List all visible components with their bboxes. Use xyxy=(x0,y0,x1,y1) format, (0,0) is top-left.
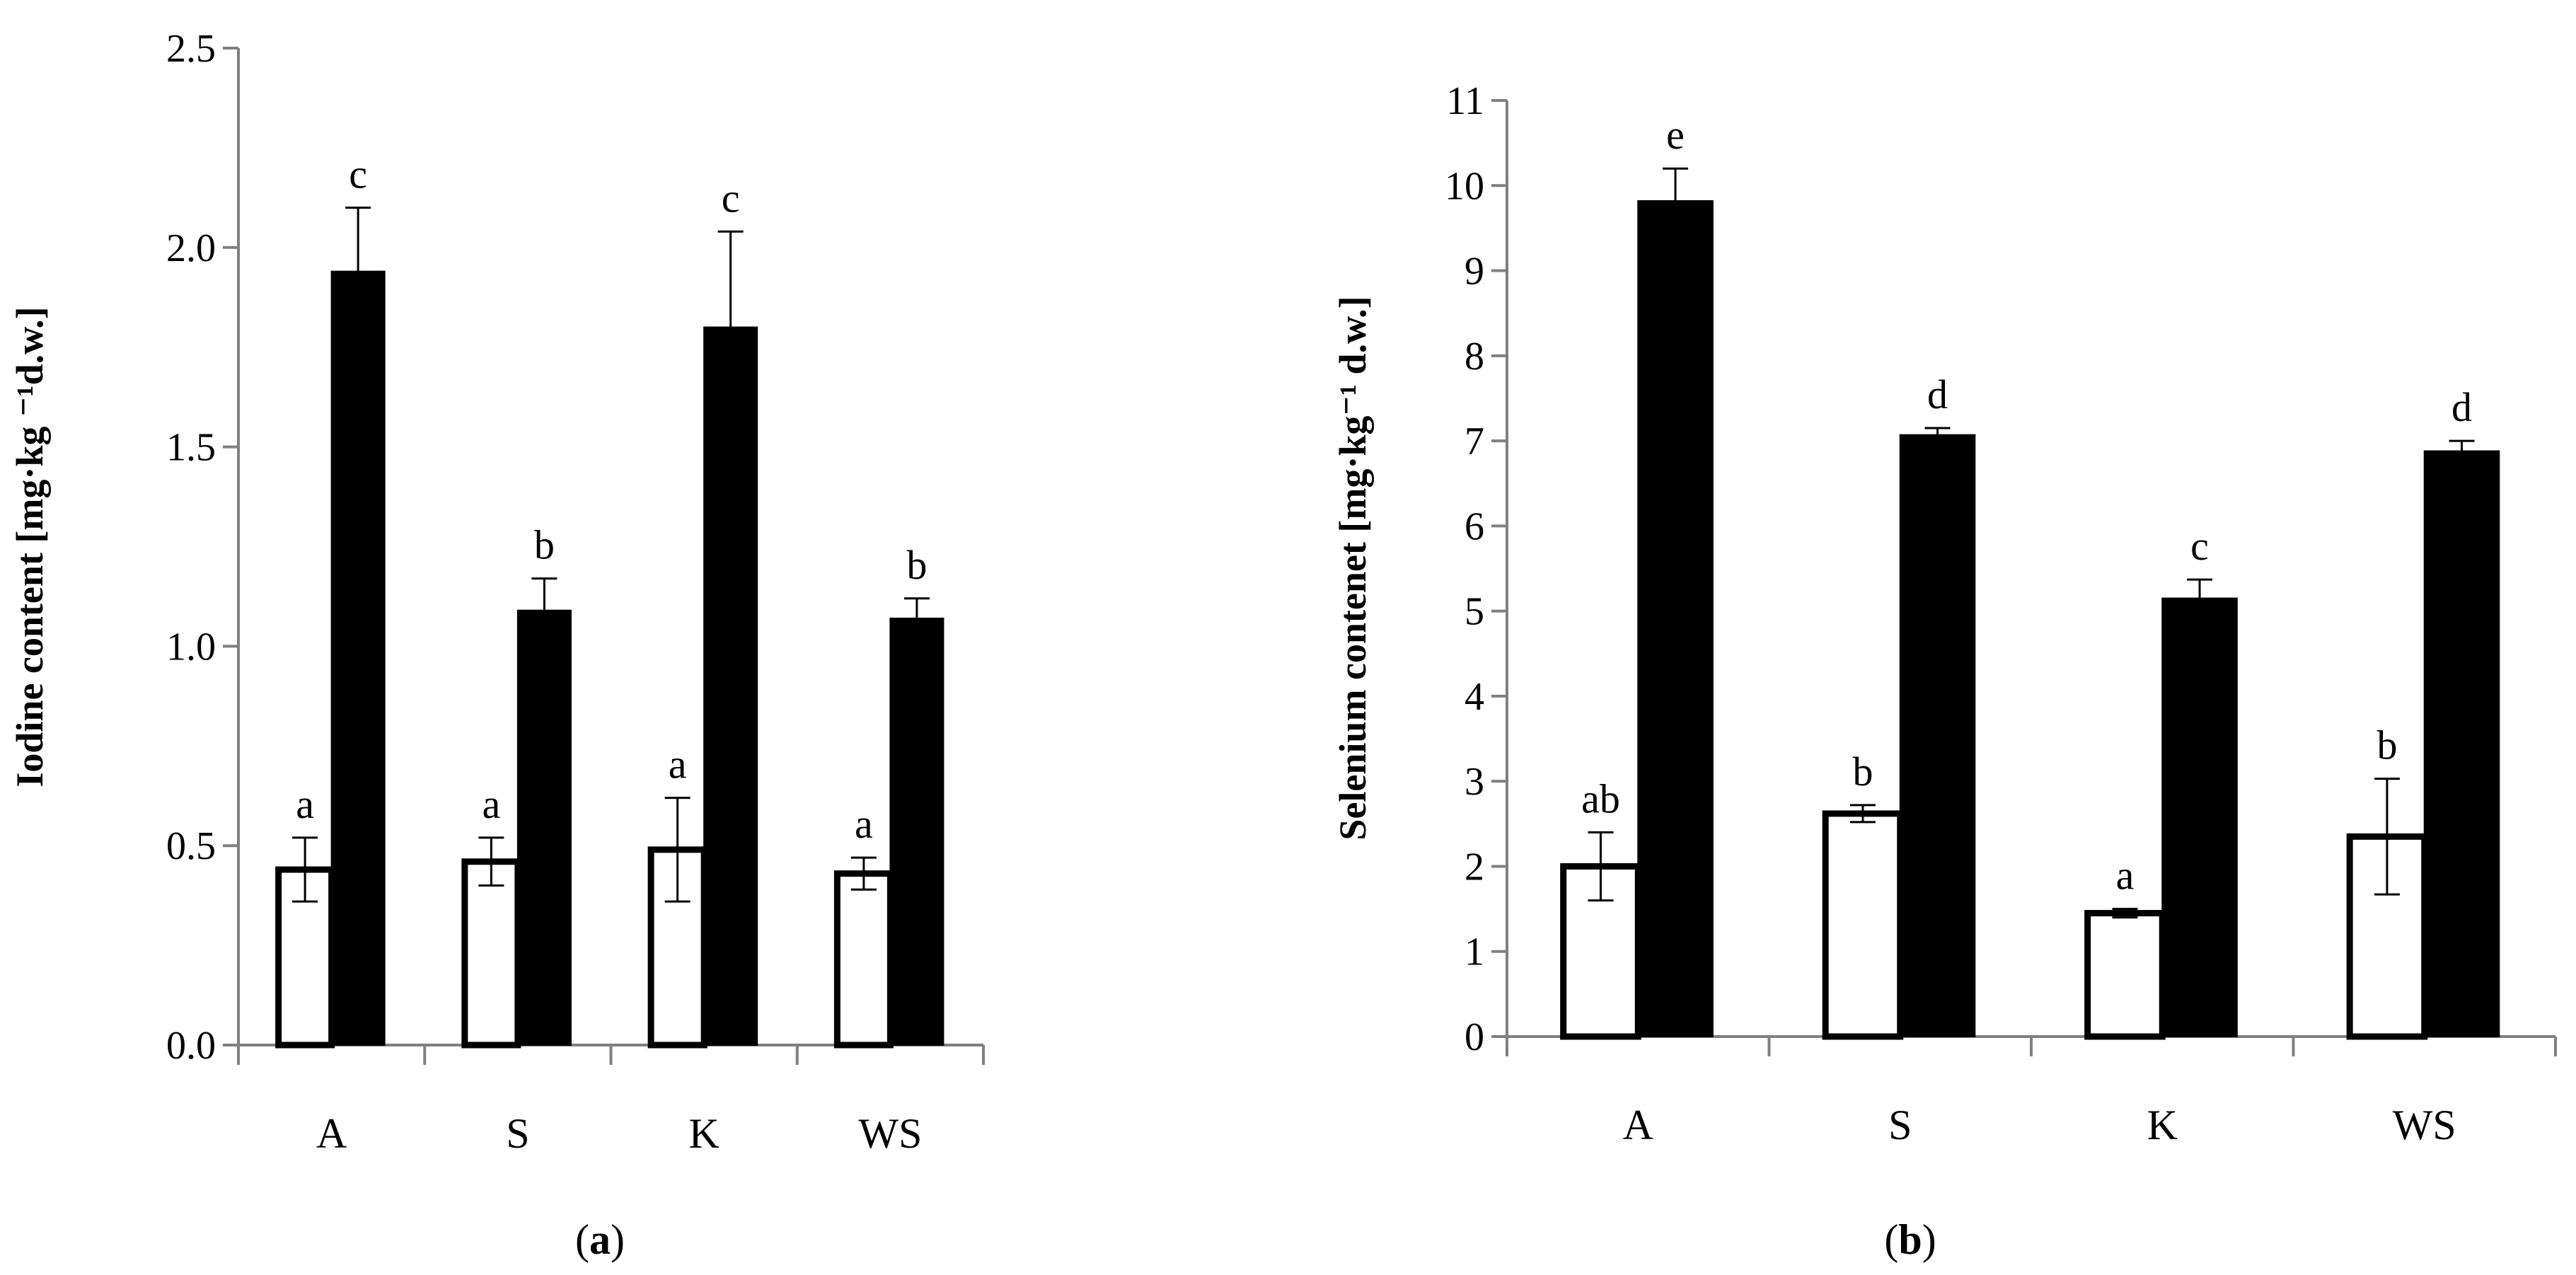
bar-treated xyxy=(889,617,945,1046)
y-tick-label: 9 xyxy=(1465,250,1484,294)
x-category-label: WS xyxy=(2393,1102,2456,1148)
y-tick-label: 0 xyxy=(1465,1015,1484,1059)
bar-treated xyxy=(1899,434,1976,1037)
y-tick-label: 1.0 xyxy=(166,625,216,669)
bar-control xyxy=(1822,810,1904,1040)
y-tick-label: 2.5 xyxy=(166,27,216,71)
y-tick-label: 1 xyxy=(1465,930,1484,974)
significance-letter-control: a xyxy=(855,801,873,847)
y-axis-title: Iodine content [mg·kg ⁻¹d.w.] xyxy=(8,306,51,787)
bar-control xyxy=(833,870,894,1049)
bar-control xyxy=(461,858,521,1049)
x-category-label: K xyxy=(2147,1102,2178,1148)
significance-letter-control: a xyxy=(482,781,500,827)
y-tick-label: 11 xyxy=(1446,79,1484,123)
y-tick-label: 10 xyxy=(1445,164,1484,208)
significance-letter-control: a xyxy=(669,742,687,788)
y-tick-label: 5 xyxy=(1465,590,1484,634)
significance-letter-treated: d xyxy=(2451,384,2472,430)
chart-panel-b: 0 1 2 3 4 5 6 7 8 9 10 11 Aab e Sb d Ka c WS b d Selenium con… xyxy=(1332,79,2557,1263)
y-tick-label: 2 xyxy=(1465,845,1484,889)
panel-label-close: ) xyxy=(611,1216,625,1263)
bar-treated xyxy=(703,326,758,1046)
bar-control xyxy=(2084,910,2166,1040)
significance-letter-treated: c xyxy=(722,175,740,221)
panel-label-letter: b xyxy=(1898,1216,1922,1263)
panel-label-open: ( xyxy=(1884,1216,1898,1263)
y-tick-label: 2.0 xyxy=(166,226,216,270)
y-tick-label: 4 xyxy=(1465,675,1484,719)
x-category-label: K xyxy=(688,1110,719,1157)
bar-treated xyxy=(330,270,386,1046)
significance-letter-control: a xyxy=(2116,853,2135,899)
significance-letter-control: b xyxy=(1852,749,1873,795)
significance-letter-control: a xyxy=(296,781,314,827)
significance-letter-control: ab xyxy=(1581,775,1620,821)
y-tick-label: 8 xyxy=(1465,335,1484,379)
y-tick-label: 0.5 xyxy=(166,824,216,868)
significance-letter-treated: e xyxy=(1666,112,1685,158)
x-category-label: S xyxy=(1888,1102,1912,1148)
significance-letter-treated: b xyxy=(906,542,927,588)
x-category-label: A xyxy=(1623,1102,1653,1148)
x-category-label: WS xyxy=(858,1110,922,1157)
significance-letter-treated: c xyxy=(2190,523,2209,569)
panel-label-open: ( xyxy=(575,1216,589,1263)
y-tick-label: 1.5 xyxy=(166,426,216,470)
significance-letter-treated: d xyxy=(1927,371,1948,417)
y-tick-label: 6 xyxy=(1465,504,1484,548)
panel-label: (a) xyxy=(575,1216,625,1263)
bar-treated xyxy=(1637,200,1714,1037)
panel-label: (b) xyxy=(1884,1216,1936,1263)
y-axis-title: Selenium contenet [mg·kg⁻¹ d.w.] xyxy=(1332,296,1374,840)
significance-letter-control: b xyxy=(2376,722,2397,768)
panel-label-close: ) xyxy=(1922,1216,1936,1263)
significance-letter-treated: c xyxy=(349,151,367,197)
significance-letter-treated: b xyxy=(534,522,555,568)
bar-treated xyxy=(2423,450,2500,1037)
x-category-label: A xyxy=(316,1110,347,1157)
chart-panel-a: 0.0 0.5 1.0 1.5 2.0 2.5 Aa c Sa b Ka c WS a b Iodine co… xyxy=(8,27,985,1263)
bar-treated xyxy=(516,609,572,1046)
y-tick-label: 0.0 xyxy=(166,1024,216,1068)
bar-treated xyxy=(2161,597,2238,1037)
y-tick-label: 3 xyxy=(1465,760,1484,804)
x-category-label: S xyxy=(506,1110,529,1157)
panel-label-letter: a xyxy=(589,1216,611,1263)
y-tick-label: 7 xyxy=(1465,420,1484,463)
